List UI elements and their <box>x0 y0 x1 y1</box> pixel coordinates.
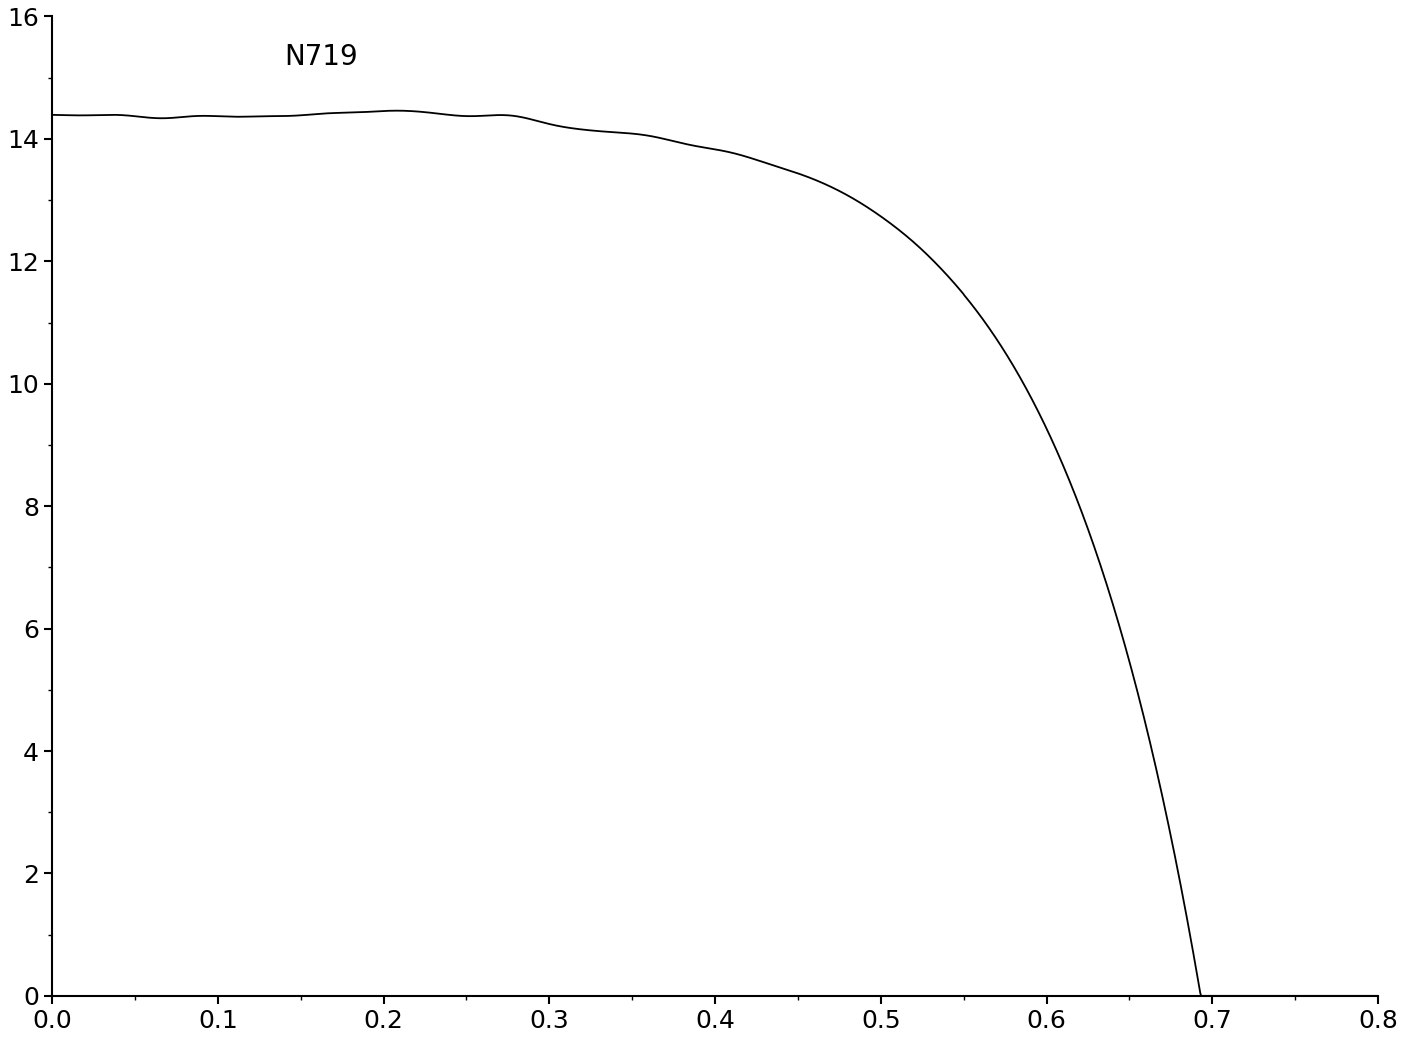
Text: N719: N719 <box>284 44 358 72</box>
